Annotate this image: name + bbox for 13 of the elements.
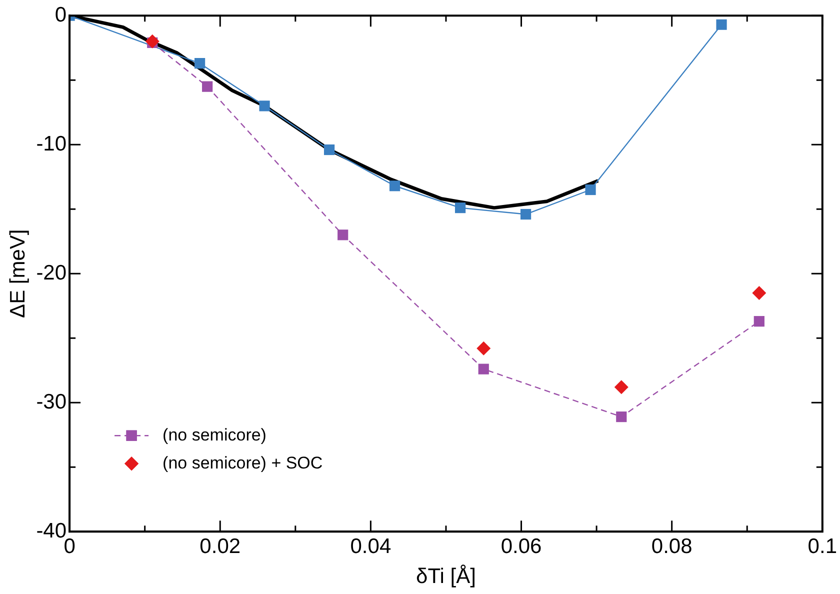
y-tick-label: 0: [54, 3, 67, 26]
y-tick-label: -20: [36, 261, 67, 284]
x-tick-label: 0.06: [500, 534, 542, 558]
x-axis-title: δTi [Å]: [416, 564, 476, 588]
x-tick-label: 0.02: [200, 534, 241, 558]
y-tick-label: -30: [36, 390, 67, 414]
legend-label: (no semicore) + SOC: [162, 453, 323, 472]
x-tick-label: 0.1: [808, 534, 838, 558]
y-axis-title: ΔE [meV]: [6, 229, 30, 318]
x-tick-label: 0.08: [651, 534, 692, 558]
legend-label: (no semicore): [162, 425, 266, 444]
y-tick-label: -10: [36, 132, 67, 156]
x-tick-label: 0.04: [350, 534, 392, 558]
